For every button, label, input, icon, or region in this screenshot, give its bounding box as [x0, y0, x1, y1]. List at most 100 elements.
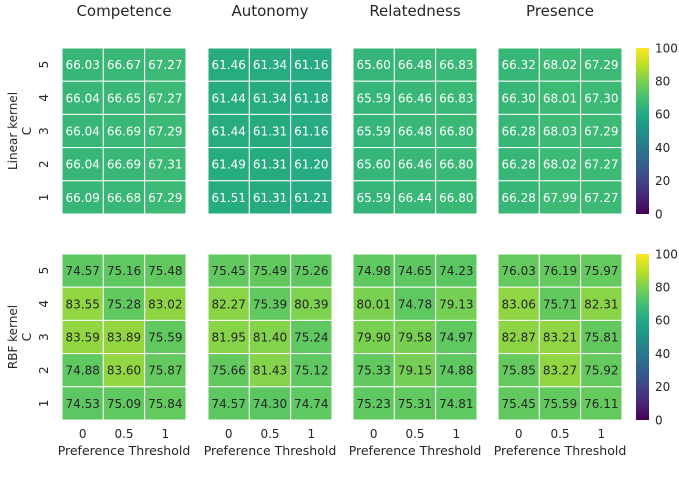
heatmap-cell	[435, 386, 478, 421]
cell-value-label: 75.23	[356, 397, 390, 411]
x-axis-label: Preference Threshold	[204, 443, 337, 458]
cell-value-label: 66.48	[398, 125, 432, 139]
heatmap-cell	[538, 286, 582, 321]
heatmap-cell	[290, 286, 333, 321]
cell-value-label: 61.16	[294, 58, 328, 72]
colorbar-tick-label: 60	[655, 108, 670, 122]
cell-value-label: 66.69	[107, 158, 141, 172]
heatmap-cell	[538, 113, 582, 149]
cell-value-label: 75.59	[543, 397, 577, 411]
heatmap-cell	[435, 80, 478, 115]
y-tick-label: 3	[37, 127, 51, 135]
cell-value-label: 67.99	[543, 191, 577, 205]
cell-value-label: 66.69	[107, 125, 141, 139]
colorbar-tick-label: 40	[655, 141, 670, 155]
cell-value-label: 75.97	[584, 264, 618, 278]
cell-value-label: 61.34	[253, 91, 287, 105]
x-tick-label: 1	[453, 427, 461, 441]
heatmap-cell	[435, 353, 478, 388]
colorbar-tick-label: 40	[655, 347, 670, 361]
cell-value-label: 75.09	[107, 397, 141, 411]
cell-value-label: 66.80	[439, 191, 473, 205]
heatmap-cell	[290, 386, 333, 421]
heatmap-cell	[497, 386, 540, 421]
heatmap-cell	[497, 353, 540, 388]
heatmap-cell	[290, 253, 333, 288]
row-axis-label: C	[20, 333, 34, 341]
colorbar-tick-label: 80	[655, 281, 670, 295]
colorbar-tick-label: 100	[655, 247, 678, 261]
cell-value-label: 66.03	[65, 58, 99, 72]
heatmap-cell	[435, 47, 478, 82]
cell-value-label: 67.30	[584, 91, 618, 105]
heatmap-cell	[207, 386, 250, 421]
heatmap-cell	[248, 113, 292, 149]
heatmap-cell	[144, 319, 187, 355]
x-tick-label: 0.5	[260, 427, 279, 441]
heatmap-cell	[580, 386, 623, 421]
cell-value-label: 75.24	[294, 331, 328, 345]
x-tick-label: 0	[225, 427, 233, 441]
colorbar-tick-label: 100	[655, 41, 678, 55]
cell-value-label: 75.45	[211, 264, 245, 278]
x-axis-label: Preference Threshold	[349, 443, 482, 458]
cell-value-label: 80.01	[356, 297, 390, 311]
heatmap-cell	[61, 147, 104, 182]
cell-value-label: 75.45	[501, 397, 535, 411]
cell-value-label: 61.31	[253, 158, 287, 172]
heatmap-cell	[290, 147, 333, 182]
y-tick-label: 2	[37, 366, 51, 374]
cell-value-label: 75.31	[398, 397, 432, 411]
heatmap-cell	[580, 80, 623, 115]
heatmap-cell	[207, 253, 250, 288]
cell-value-label: 61.51	[211, 191, 245, 205]
colorbar-tick-label: 20	[655, 174, 670, 188]
heatmap-cell	[102, 386, 146, 421]
cell-value-label: 61.31	[253, 191, 287, 205]
cell-value-label: 82.87	[501, 331, 535, 345]
heatmap-cell	[61, 353, 104, 388]
cell-value-label: 75.16	[107, 264, 141, 278]
cell-value-label: 74.57	[65, 264, 99, 278]
y-tick-label: 4	[37, 300, 51, 308]
x-tick-label: 0	[79, 427, 87, 441]
cell-value-label: 81.40	[253, 331, 287, 345]
cell-value-label: 67.31	[148, 158, 182, 172]
cell-value-label: 65.59	[356, 91, 390, 105]
heatmap-panel: 75.45 75.49 75.26 82.27 75.39 80.39 81.95 81.40…	[207, 253, 333, 421]
heatmap-cell	[144, 386, 187, 421]
cell-value-label: 67.29	[584, 125, 618, 139]
cell-value-label: 83.60	[107, 364, 141, 378]
cell-value-label: 66.80	[439, 158, 473, 172]
heatmap-cell	[207, 286, 250, 321]
cell-value-label: 74.23	[439, 264, 473, 278]
cell-value-label: 74.81	[439, 397, 473, 411]
cell-value-label: 66.28	[501, 158, 535, 172]
cell-value-label: 66.44	[398, 191, 432, 205]
cell-value-label: 79.15	[398, 364, 432, 378]
cell-value-label: 74.74	[294, 397, 328, 411]
cell-value-label: 79.90	[356, 331, 390, 345]
heatmap-cell	[248, 180, 292, 215]
cell-value-label: 83.21	[543, 331, 577, 345]
cell-value-label: 83.55	[65, 297, 99, 311]
cell-value-label: 75.92	[584, 364, 618, 378]
row-axis-label: C	[20, 127, 34, 135]
cell-value-label: 83.27	[543, 364, 577, 378]
cell-value-label: 61.21	[294, 191, 328, 205]
y-tick-label: 5	[37, 267, 51, 275]
cell-value-label: 75.59	[148, 331, 182, 345]
heatmap-cell	[538, 180, 582, 215]
cell-value-label: 83.89	[107, 331, 141, 345]
x-tick-label: 0	[370, 427, 378, 441]
cell-value-label: 66.46	[398, 91, 432, 105]
cell-value-label: 66.04	[65, 158, 99, 172]
heatmap-cell	[144, 80, 187, 115]
heatmap-cell	[290, 80, 333, 115]
cell-value-label: 76.19	[543, 264, 577, 278]
heatmap-cell	[290, 47, 333, 82]
cell-value-label: 82.27	[211, 297, 245, 311]
heatmap-cell	[144, 353, 187, 388]
heatmap-cell	[144, 286, 187, 321]
cell-value-label: 75.33	[356, 364, 390, 378]
